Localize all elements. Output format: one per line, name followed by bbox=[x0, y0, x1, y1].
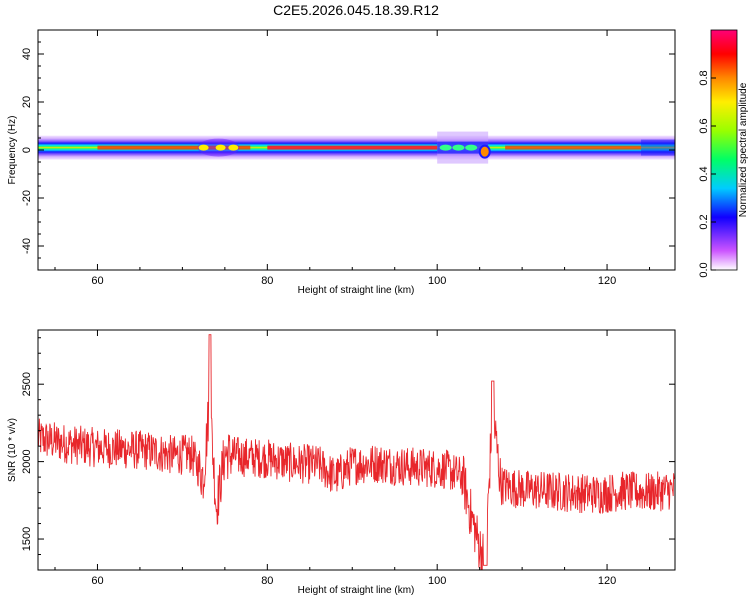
spectrogram-y-axis-label: Frequency (Hz) bbox=[7, 116, 18, 185]
spectrogram-x-tick-label: 60 bbox=[91, 275, 103, 287]
snr-plot-frame bbox=[37, 329, 676, 571]
snr-y-tick-label: 1500 bbox=[21, 527, 33, 551]
spectrogram-bright-spot bbox=[439, 144, 452, 151]
colorbar-tick-label: 0.0 bbox=[698, 262, 710, 277]
spectrogram-dip bbox=[478, 144, 491, 159]
snr-y-tick-label: 2000 bbox=[21, 449, 33, 473]
colorbar-tick-label: 0.8 bbox=[698, 70, 710, 85]
chart-title: C2E5.2026.045.18.39.R12 bbox=[273, 2, 439, 18]
snr-x-tick-label: 60 bbox=[91, 575, 103, 587]
snr-x-tick-label: 100 bbox=[428, 575, 446, 587]
snr-series bbox=[38, 334, 675, 570]
spectrogram-x-axis-label: Height of straight line (km) bbox=[298, 285, 415, 296]
spectrogram-bright-spot bbox=[452, 144, 465, 151]
spectrogram-panel: 60 80 100 120 -40 -20 0 20 40 Height of straight… bbox=[7, 29, 676, 296]
spectrogram-y-tick-label: 0 bbox=[21, 147, 33, 153]
spectrogram-y-tick-label: 40 bbox=[21, 48, 33, 60]
spectrogram-band-core bbox=[505, 145, 642, 150]
spectrogram-y-tick-label: 20 bbox=[21, 96, 33, 108]
snr-panel: 60 80 100 120 1500 2000 2500 Height of straigh… bbox=[7, 329, 676, 596]
spectrogram-bright-spot bbox=[465, 144, 478, 151]
snr-y-tick-label: 2500 bbox=[21, 372, 33, 396]
snr-x-tick-label: 80 bbox=[261, 575, 273, 587]
snr-ticks: 60 80 100 120 1500 2000 2500 bbox=[21, 330, 675, 587]
colorbar-ticks: 0.0 0.2 0.4 0.6 0.8 bbox=[698, 70, 716, 278]
colorbar-tick-label: 0.2 bbox=[698, 214, 710, 229]
spectrogram-y-tick-label: -20 bbox=[21, 190, 33, 206]
spectrogram-bright-spot bbox=[215, 144, 226, 151]
spectrogram-band-edge bbox=[641, 139, 675, 156]
colorbar-gradient bbox=[710, 29, 738, 271]
colorbar-label: Normalized spectral amplitude bbox=[738, 82, 749, 217]
spectrogram-bright-spot bbox=[198, 144, 209, 151]
spectrogram-band bbox=[38, 131, 675, 164]
snr-y-axis-label: SNR (10 * v/v) bbox=[7, 418, 18, 482]
snr-x-axis-label: Height of straight line (km) bbox=[298, 585, 415, 596]
spectrogram-y-tick-label: -40 bbox=[21, 238, 33, 254]
spectrogram-bright-spot bbox=[228, 144, 239, 151]
spectrogram-band-core bbox=[267, 145, 438, 150]
colorbar-tick-label: 0.6 bbox=[698, 118, 710, 133]
spectrogram-ticks: 60 80 100 120 -40 -20 0 20 40 bbox=[21, 29, 675, 287]
spectrogram-x-tick-label: 120 bbox=[598, 275, 616, 287]
colorbar-tick-label: 0.4 bbox=[698, 166, 710, 181]
spectrogram-x-tick-label: 80 bbox=[261, 275, 273, 287]
snr-x-tick-label: 120 bbox=[598, 575, 616, 587]
spectrogram-band-core bbox=[97, 145, 251, 150]
spectrogram-x-tick-label: 100 bbox=[428, 275, 446, 287]
snr-series-line bbox=[38, 334, 675, 570]
colorbar: 0.0 0.2 0.4 0.6 0.8 Normalized spectral ampl… bbox=[698, 29, 749, 278]
